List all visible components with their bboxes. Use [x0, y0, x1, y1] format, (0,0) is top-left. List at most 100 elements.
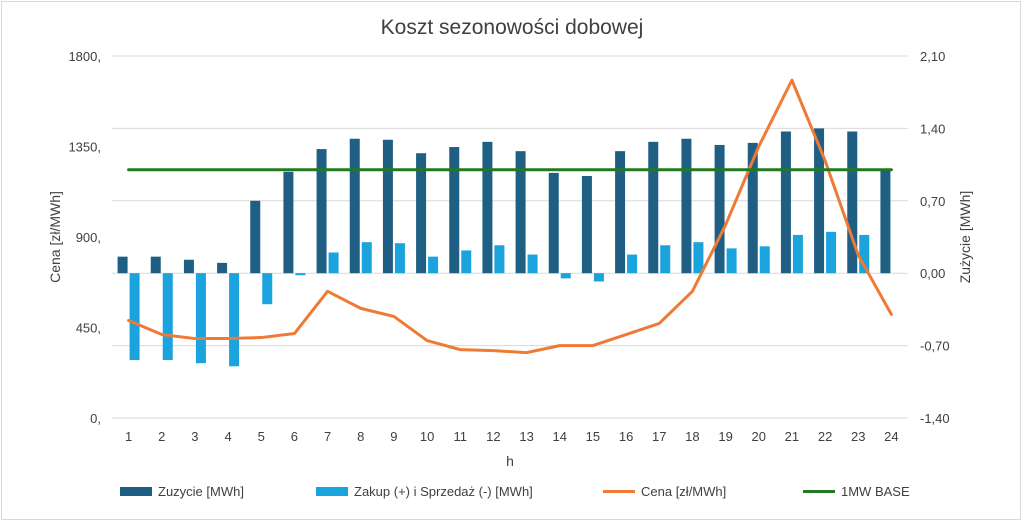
y-tick-label-right: -0,70: [920, 339, 950, 354]
x-tick-label: 13: [519, 429, 533, 444]
chart-title: Koszt sezonowości dobowej: [380, 16, 644, 39]
bar-zakup: [826, 231, 837, 274]
y-tick-label-left: 0,: [90, 411, 101, 426]
bar-zuzycie: [515, 151, 526, 274]
y-axis-title-right: Zużycie [MWh]: [957, 191, 973, 284]
x-tick-label: 24: [884, 429, 898, 444]
bar-zakup: [494, 245, 505, 274]
bar-zuzycie: [482, 141, 493, 274]
bar-zakup: [726, 248, 737, 274]
bar-zakup: [195, 273, 206, 364]
bar-zuzycie: [183, 259, 194, 274]
x-tick-label: 6: [291, 429, 298, 444]
x-axis-title: h: [506, 453, 514, 469]
legend-label-base: 1MW BASE: [841, 484, 910, 499]
x-tick-label: 19: [718, 429, 732, 444]
legend-item-cena: Cena [zł/MWh]: [603, 484, 726, 499]
bar-zuzycie: [382, 139, 393, 274]
x-tick-label: 20: [752, 429, 766, 444]
x-tick-label: 3: [191, 429, 198, 444]
bar-zuzycie: [250, 200, 261, 274]
x-tick-label: 23: [851, 429, 865, 444]
bar-zuzycie: [780, 131, 791, 274]
legend-item-zuzycie: Zuzycie [MWh]: [120, 484, 244, 499]
y-tick-label-right: 2,10: [920, 49, 945, 64]
y-tick-label-right: -1,40: [920, 411, 950, 426]
legend-label-zuzycie: Zuzycie [MWh]: [158, 484, 244, 499]
bar-zakup: [295, 273, 306, 276]
bar-zakup: [660, 245, 671, 274]
legend-swatch-base: [803, 490, 835, 493]
x-tick-label: 2: [158, 429, 165, 444]
legend-swatch-zakup: [316, 487, 348, 496]
bar-zakup: [428, 256, 439, 274]
x-tick-label: 21: [785, 429, 799, 444]
line-cena: [127, 78, 893, 355]
bar-zuzycie: [681, 138, 692, 274]
chart-legend: Zuzycie [MWh] Zakup (+) i Sprzedaż (-) […: [0, 484, 1024, 504]
bar-zuzycie: [416, 153, 427, 274]
x-tick-label: 8: [357, 429, 364, 444]
x-tick-label: 1: [125, 429, 132, 444]
bar-zakup: [593, 273, 604, 282]
bar-zakup: [627, 254, 638, 274]
bar-zuzycie: [117, 256, 128, 274]
bar-zuzycie: [548, 172, 559, 274]
bar-zakup: [527, 254, 538, 274]
y-axis-title-left: Cena [zł/MWh]: [47, 191, 63, 283]
bar-zakup: [759, 246, 770, 274]
bar-zakup: [461, 250, 472, 274]
y-tick-label-left: 900,: [76, 230, 101, 245]
legend-label-zakup: Zakup (+) i Sprzedaż (-) [MWh]: [354, 484, 533, 499]
bar-zuzycie: [217, 262, 228, 274]
legend-swatch-zuzycie: [120, 487, 152, 496]
legend-item-zakup: Zakup (+) i Sprzedaż (-) [MWh]: [316, 484, 533, 499]
y-tick-label-right: 1,40: [920, 121, 945, 136]
x-tick-label: 15: [586, 429, 600, 444]
y-tick-label-left: 1350,: [68, 140, 101, 155]
legend-swatch-cena: [603, 490, 635, 493]
bar-zuzycie: [747, 142, 758, 274]
bar-zakup: [560, 273, 571, 279]
x-tick-label: 5: [258, 429, 265, 444]
bar-zuzycie: [615, 151, 626, 274]
bar-zuzycie: [880, 169, 891, 274]
y-tick-label-left: 1800,: [68, 49, 101, 64]
x-tick-label: 17: [652, 429, 666, 444]
bar-zuzycie: [648, 141, 659, 274]
y-tick-label-left: 450,: [76, 321, 101, 336]
x-tick-label: 18: [685, 429, 699, 444]
bar-zuzycie: [449, 147, 460, 274]
bar-zakup: [792, 234, 803, 274]
bar-zuzycie: [150, 256, 161, 274]
legend-item-base: 1MW BASE: [803, 484, 910, 499]
x-tick-label: 11: [454, 429, 468, 444]
x-tick-label: 14: [553, 429, 567, 444]
bar-zuzycie: [316, 149, 327, 274]
bar-zuzycie: [847, 131, 858, 274]
bar-zakup: [361, 242, 372, 274]
bar-zakup: [328, 252, 339, 274]
y-tick-label-right: 0,00: [920, 266, 945, 281]
y-tick-label-right: 0,70: [920, 194, 945, 209]
bar-zuzycie: [814, 128, 825, 274]
bar-zakup: [162, 273, 173, 361]
bar-zuzycie: [714, 144, 725, 274]
x-tick-label: 16: [619, 429, 633, 444]
x-tick-label: 7: [324, 429, 331, 444]
bar-zuzycie: [581, 175, 592, 274]
bar-zakup: [394, 243, 405, 274]
bar-zakup: [859, 234, 870, 274]
bar-zakup: [262, 273, 273, 305]
x-tick-label: 9: [390, 429, 397, 444]
bar-zuzycie: [349, 138, 360, 274]
bar-zakup: [229, 273, 240, 367]
bar-zuzycie: [283, 171, 294, 274]
legend-label-cena: Cena [zł/MWh]: [641, 484, 727, 499]
bar-zakup: [129, 273, 140, 361]
bar-zakup: [693, 242, 704, 274]
x-tick-label: 10: [420, 429, 434, 444]
x-tick-label: 22: [818, 429, 832, 444]
x-tick-label: 4: [224, 429, 231, 444]
